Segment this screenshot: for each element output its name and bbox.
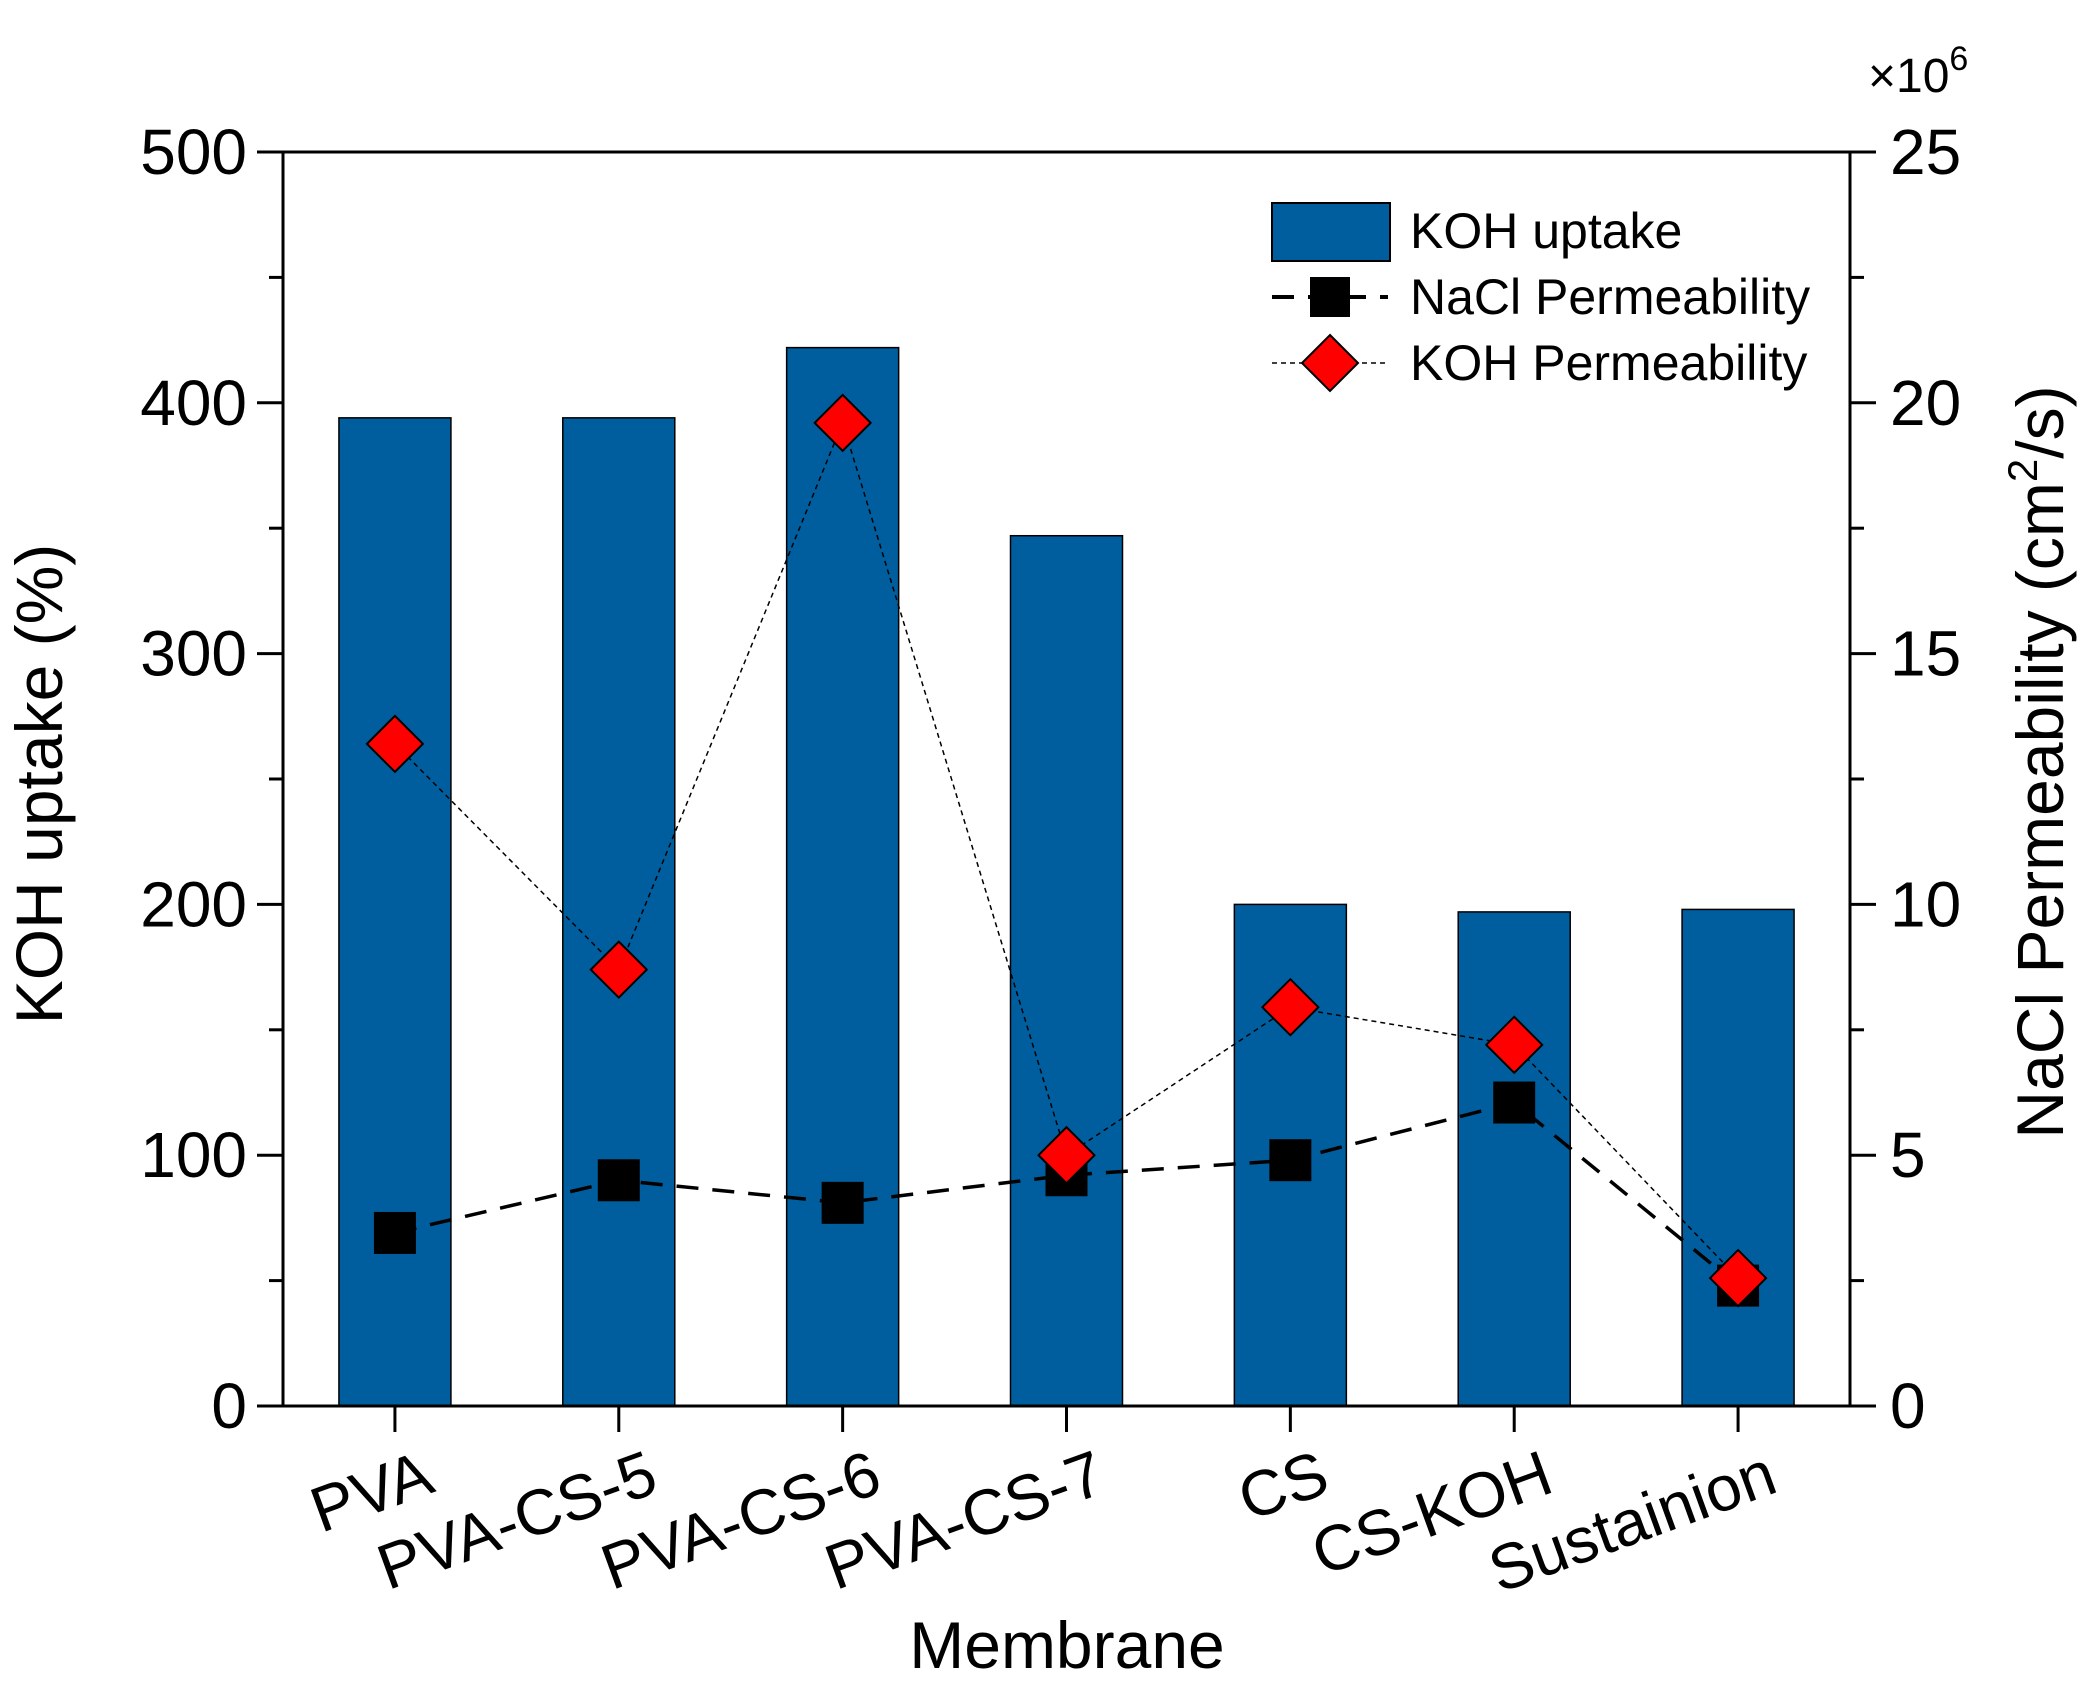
left-tick-label: 300 [140,618,247,690]
marker-koh-permeability [1708,1248,1768,1308]
left-axis-title: KOH uptake (%) [2,544,76,1025]
bar-koh-uptake [785,346,900,1407]
right-axis-multiplier-exp: 6 [1949,40,1968,78]
legend-label-nacl: NaCl Permeability [1410,269,1810,325]
x-axis-title: Membrane [909,1608,1224,1682]
right-tick-label: 15 [1890,618,1961,690]
marker-koh-permeability [1484,1015,1544,1075]
bars-layer [338,346,1795,1407]
marker-koh-permeability [365,714,425,774]
marker-koh-permeability [589,940,649,1000]
right-axis-title-sup: 2 [1999,459,2046,482]
right-tick-label: 20 [1890,367,1961,439]
left-tick-label: 500 [140,116,247,188]
bar-koh-uptake [562,417,676,1407]
marker-nacl-permeability [1269,1139,1312,1182]
marker-koh-permeability [1037,1125,1096,1185]
right-axis-title: NaCl Permeability (cm2/s) [1999,385,2077,1138]
marker-nacl-permeability [597,1159,640,1202]
right-tick-label: 0 [1890,1370,1926,1442]
right-tick-label: 5 [1890,1119,1926,1191]
marker-koh-permeability [1260,977,1320,1037]
left-tick-label: 0 [211,1370,247,1442]
legend-label-koh-perm: KOH Permeability [1410,335,1807,391]
bar-koh-uptake [1457,911,1571,1407]
marker-nacl-permeability [821,1181,864,1224]
legend-label-koh-uptake: KOH uptake [1410,203,1682,259]
legend: KOH uptake NaCl Permeability KOH Permeab… [1271,202,1810,393]
right-axis-title-main: NaCl Permeability (cm [2003,482,2077,1138]
marker-nacl-permeability [373,1211,416,1254]
bar-koh-uptake [1009,534,1124,1407]
right-axis-title-tail: /s) [2003,385,2077,458]
right-axis-multiplier-base: ×10 [1868,50,1949,103]
lines-layer [365,393,1768,1308]
right-tick-label: 10 [1890,868,1961,940]
right-tick-label: 25 [1890,116,1961,188]
legend-swatch-koh-uptake [1271,202,1391,262]
left-tick-label: 100 [140,1119,247,1191]
left-tick-label: 400 [140,367,247,439]
legend-marker-nacl [1310,277,1350,317]
bar-koh-uptake [1681,908,1795,1407]
left-tick-label: 200 [140,868,247,940]
marker-koh-permeability [813,393,873,453]
marker-nacl-permeability [1493,1081,1536,1124]
right-axis-multiplier: ×106 [1868,40,1968,103]
bar-koh-uptake [338,417,452,1407]
legend-marker-koh-perm [1300,333,1360,393]
